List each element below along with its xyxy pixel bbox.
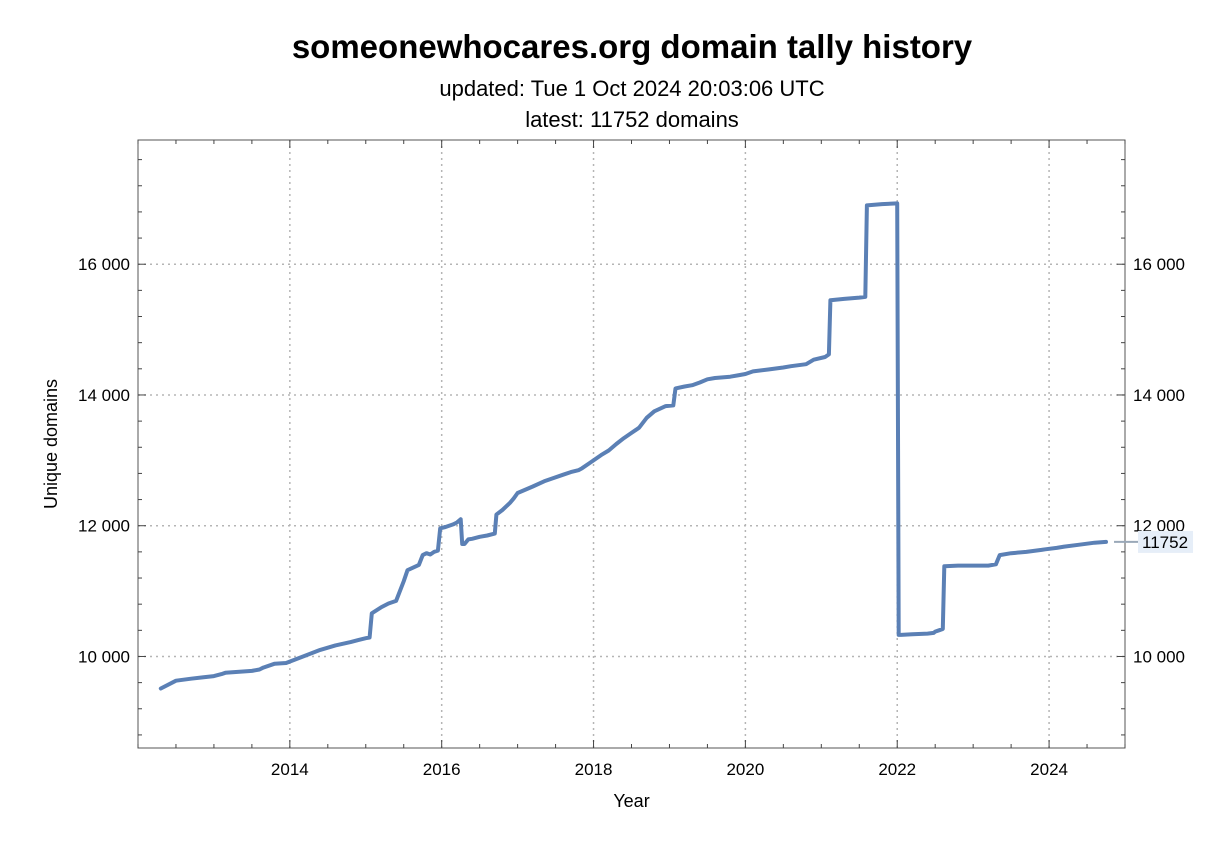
chart-subtitle-updated: updated: Tue 1 Oct 2024 20:03:06 UTC <box>439 76 825 101</box>
x-tick-label: 2020 <box>726 760 764 779</box>
latest-value-label: 11752 <box>1142 533 1188 552</box>
x-axis-label: Year <box>613 791 649 811</box>
y-axis-label: Unique domains <box>41 379 61 509</box>
y-tick-label-right: 14 000 <box>1133 386 1185 405</box>
x-tick-label: 2014 <box>271 760 309 779</box>
axis-labels: Year Unique domains <box>41 379 650 811</box>
y-tick-label-right: 10 000 <box>1133 647 1185 666</box>
y-tick-label: 10 000 <box>78 647 130 666</box>
x-tick-label: 2024 <box>1030 760 1068 779</box>
chart-title: someonewhocares.org domain tally history <box>291 28 973 65</box>
gridlines <box>138 140 1125 748</box>
series-layer <box>158 201 1108 691</box>
x-tick-label: 2022 <box>878 760 916 779</box>
axis-ticks: 2014 2016 2018 2020 2022 2024 10 000 10 000 12 0… <box>78 140 1185 779</box>
y-tick-label: 14 000 <box>78 386 130 405</box>
chart-subtitle-latest: latest: 11752 domains <box>525 107 739 132</box>
latest-value-marker: 11752 <box>1114 530 1194 553</box>
series-line <box>158 201 1108 691</box>
y-tick-label: 16 000 <box>78 255 130 274</box>
x-tick-label: 2016 <box>423 760 461 779</box>
latest-value-box <box>1138 530 1194 553</box>
y-tick-label-right: 16 000 <box>1133 255 1185 274</box>
x-tick-label: 2018 <box>575 760 613 779</box>
y-tick-label: 12 000 <box>78 517 130 536</box>
